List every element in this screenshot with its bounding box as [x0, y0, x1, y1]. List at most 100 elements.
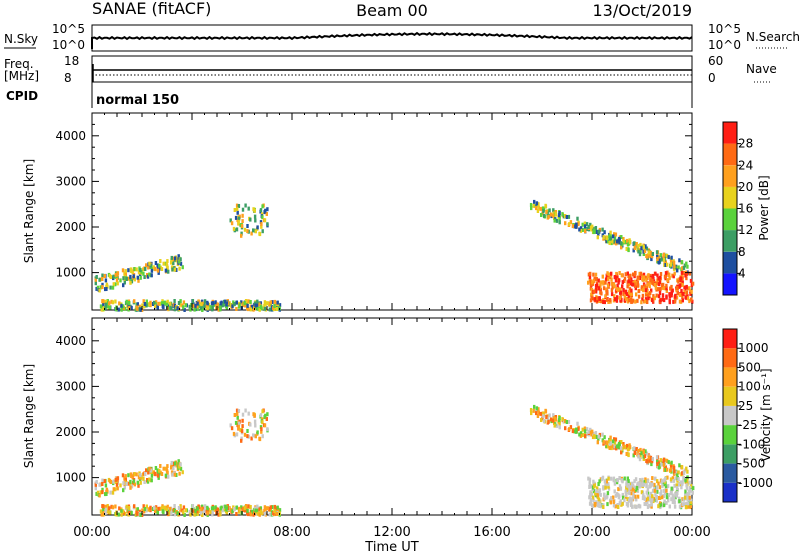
- power-colorbar-cell: [723, 186, 737, 209]
- power-echo-cell: [99, 304, 103, 309]
- velocity-echo-cell: [638, 484, 641, 489]
- power-echo-cell: [139, 307, 142, 312]
- power-echo-cell: [173, 256, 177, 261]
- velocity-echo-cell: [130, 484, 134, 489]
- power-echo-layer: [94, 199, 695, 312]
- power-echo-cell: [104, 302, 108, 307]
- power-echo-cell: [561, 212, 564, 217]
- velocity-echo-cell: [614, 493, 618, 498]
- power-echo-cell: [105, 287, 108, 291]
- power-echo-cell: [216, 302, 219, 307]
- velocity-echo-cell: [633, 479, 636, 484]
- velocity-echo-cell: [644, 451, 647, 456]
- power-echo-cell: [670, 293, 673, 298]
- velocity-colorbar-tick-label: 500: [738, 360, 761, 374]
- velocity-echo-cell: [170, 470, 174, 475]
- velocity-echo-cell: [101, 504, 104, 509]
- power-echo-cell: [246, 229, 249, 234]
- velocity-echo-cell: [635, 486, 639, 490]
- power-echo-cell: [605, 273, 608, 278]
- power-echo-cell: [581, 222, 584, 227]
- power-echo-cell: [179, 299, 182, 304]
- power-echo-cell: [105, 284, 108, 289]
- velocity-echo-cell: [124, 477, 127, 482]
- power-echo-cell: [672, 299, 675, 304]
- velocity-echo-cell: [258, 512, 261, 517]
- power-echo-cell: [136, 275, 139, 280]
- velocity-echo-cell: [142, 472, 145, 477]
- power-echo-cell: [247, 299, 250, 304]
- power-echo-cell: [659, 275, 662, 280]
- velocity-echo-cell: [600, 503, 603, 507]
- velocity-echo-cell: [224, 504, 227, 509]
- power-echo-cell: [196, 306, 199, 311]
- velocity-echo-cell: [253, 419, 257, 424]
- velocity-echo-cell: [579, 433, 583, 438]
- power-echo-cell: [128, 305, 131, 310]
- power-echo-cell: [260, 224, 263, 229]
- velocity-echo-cell: [648, 503, 651, 508]
- velocity-echo-cell: [681, 497, 684, 502]
- power-echo-cell: [237, 219, 240, 224]
- power-echo-cell: [634, 279, 637, 284]
- velocity-echo-cell: [243, 432, 247, 437]
- power-echo-cell: [159, 259, 162, 263]
- power-echo-cell: [681, 266, 684, 271]
- power-echo-cell: [589, 271, 592, 276]
- power-echo-cell: [652, 276, 655, 281]
- velocity-echo-cell: [184, 508, 188, 513]
- power-echo-cell: [668, 294, 672, 299]
- power-echo-cell: [617, 280, 620, 285]
- power-echo-cell: [101, 299, 104, 304]
- power-echo-cell: [250, 304, 254, 309]
- velocity-echo-cell: [669, 467, 673, 472]
- power-echo-cell: [647, 250, 651, 255]
- velocity-echo-cell: [606, 502, 609, 507]
- velocity-echo-cell: [613, 489, 616, 494]
- power-echo-cell: [615, 275, 619, 280]
- power-echo-cell: [235, 307, 238, 311]
- power-echo-cell: [206, 302, 209, 307]
- velocity-echo-cell: [241, 412, 245, 417]
- power-echo-cell: [636, 246, 640, 251]
- power-echo-cell: [602, 286, 606, 291]
- velocity-echo-cell: [662, 503, 666, 508]
- velocity-echo-cell: [116, 476, 120, 481]
- power-echo-cell: [618, 296, 622, 301]
- power-echo-cell: [149, 263, 152, 268]
- power-echo-cell: [587, 280, 590, 285]
- power-echo-cell: [236, 207, 239, 212]
- velocity-echo-cell: [129, 482, 132, 487]
- velocity-echo-cell: [139, 480, 142, 485]
- power-echo-cell: [254, 218, 257, 223]
- velocity-echo-cell: [672, 465, 676, 470]
- velocity-echo-cell: [221, 508, 224, 513]
- velocity-echo-cell: [655, 455, 659, 460]
- velocity-echo-cell: [600, 476, 604, 481]
- power-echo-cell: [679, 293, 682, 297]
- power-echo-cell: [255, 303, 259, 308]
- power-echo-cell: [541, 211, 544, 216]
- power-echo-cell: [665, 289, 668, 293]
- power-echo-cell: [684, 273, 687, 278]
- power-echo-cell: [595, 277, 598, 281]
- power-echo-cell: [641, 293, 645, 298]
- power-echo-cell: [157, 301, 160, 306]
- power-echo-cell: [197, 299, 200, 304]
- velocity-echo-cell: [605, 479, 608, 484]
- power-echo-cell: [115, 278, 119, 282]
- velocity-echo-cell: [664, 485, 668, 490]
- power-echo-cell: [691, 299, 694, 304]
- velocity-echo-cell: [95, 491, 98, 496]
- power-echo-cell: [164, 268, 168, 273]
- velocity-echo-cell: [626, 476, 629, 481]
- power-echo-cell: [170, 260, 173, 265]
- power-echo-cell: [95, 275, 98, 279]
- power-echo-cell: [665, 295, 668, 300]
- power-echo-cell: [670, 260, 673, 265]
- velocity-echo-cell: [170, 463, 173, 468]
- power-colorbar-cell: [723, 165, 737, 187]
- power-echo-cell: [638, 252, 642, 257]
- power-echo-cell: [668, 300, 671, 305]
- velocity-echo-cell: [637, 448, 640, 453]
